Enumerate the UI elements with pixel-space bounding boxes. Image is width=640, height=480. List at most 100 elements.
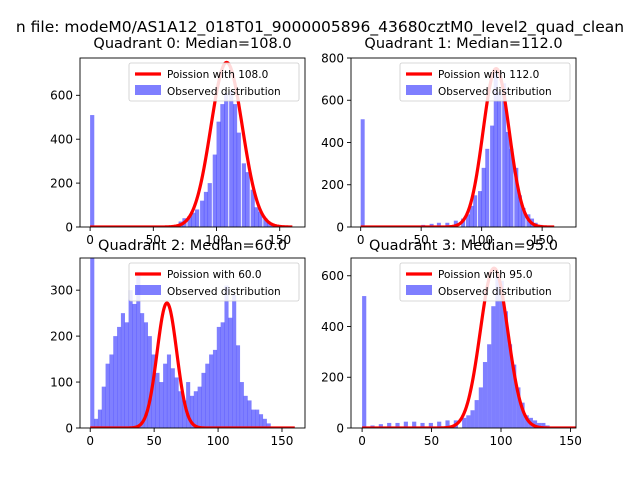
histogram-bar [251, 409, 256, 428]
histogram-bar [267, 222, 272, 227]
chart-panel-0: 0 50 100 150 0 200 400 600 Poission with 108.0 Ob… [50, 36, 306, 247]
histogram-bar [174, 377, 179, 428]
legend-line-label: Poission with 95.0 [438, 269, 533, 281]
plot-area-0 [89, 60, 294, 227]
histogram-bar [235, 345, 241, 428]
x-tick-label: 0 [358, 434, 366, 448]
legend-hist-swatch [406, 85, 432, 95]
histogram-bar [207, 183, 212, 227]
panel-title: Quadrant 1: Median=112.0 [364, 36, 562, 52]
histogram-bar [395, 422, 400, 428]
histogram-bar [182, 400, 187, 428]
histogram-bar [193, 391, 198, 428]
histogram-bar [469, 205, 474, 227]
histogram-bar [220, 104, 225, 227]
histogram-bar [478, 387, 483, 428]
histogram-bar [236, 132, 241, 227]
legend-hist-swatch [135, 285, 161, 295]
histogram-bar [532, 420, 538, 428]
histogram-bar [209, 354, 214, 428]
y-tick-label: 0 [65, 421, 73, 435]
histogram-bar [151, 354, 156, 428]
poisson-curve [359, 66, 556, 227]
histogram-bar [136, 271, 141, 428]
histogram-bar [509, 148, 514, 227]
histogram-bar [420, 422, 425, 428]
histogram-bar [258, 211, 263, 227]
histogram-bar [140, 313, 145, 428]
histogram-bar [254, 207, 259, 227]
histogram-bar [520, 402, 525, 428]
legend-line-label: Poission with 108.0 [167, 69, 268, 81]
histogram-bar [239, 382, 244, 428]
axes-frame [79, 257, 306, 429]
histogram-bar [120, 313, 125, 428]
axes-frame [350, 257, 577, 429]
histogram-bar [163, 363, 168, 428]
legend-hist-label: Observed distribution [167, 86, 281, 98]
panel-title: Quadrant 0: Median=108.0 [93, 36, 291, 52]
histogram-bar [490, 125, 495, 227]
histogram-bar [97, 409, 102, 428]
y-tick-label: 0 [336, 421, 344, 435]
histogram-bar [497, 91, 502, 227]
legend-hist-label: Observed distribution [438, 86, 552, 98]
x-tick-label: 150 [271, 434, 294, 448]
y-tick-label: 600 [321, 94, 344, 108]
chart-panel-2: 0 50 100 150 0 100 200 300 Poission with 60.0 Obs… [50, 238, 306, 448]
panel-title: Quadrant 2: Median=60.0 [98, 238, 287, 254]
histogram-bar [124, 322, 129, 428]
histogram-bar [113, 336, 118, 428]
legend-hist-label: Observed distribution [167, 286, 281, 298]
legend-box [399, 262, 571, 302]
legend: Poission with 108.0 Observed distribution [128, 62, 300, 102]
histogram-bar [521, 207, 526, 227]
histogram-bar [201, 372, 206, 428]
panel-title: Quadrant 3: Median=95.0 [369, 238, 558, 254]
histogram-bar [232, 294, 237, 428]
y-tick-label: 400 [50, 133, 73, 147]
histogram-bar [453, 220, 458, 227]
histogram-bar [436, 222, 441, 227]
histogram-bar [197, 386, 202, 428]
histogram-bar [178, 391, 183, 428]
histogram-bar [187, 216, 192, 227]
y-tick-label: 0 [65, 220, 73, 234]
legend-line-label: Poission with 60.0 [167, 269, 262, 281]
x-tick-label: 50 [147, 434, 162, 448]
histogram-bar [232, 104, 238, 227]
histogram-bar [495, 275, 500, 428]
y-tick-label: 400 [321, 136, 344, 150]
y-tick-label: 800 [321, 51, 344, 65]
x-tick-label: 0 [86, 434, 94, 448]
histogram-bar [255, 409, 260, 428]
x-tick-label: 100 [490, 434, 513, 448]
histogram-bar [186, 382, 191, 428]
histogram-bar [516, 387, 521, 428]
y-tick-label: 300 [50, 283, 73, 297]
histogram-bar [250, 189, 255, 227]
chart-panel-3: 0 50 100 150 0 200 400 600 Poission with 95.0 Obs… [321, 238, 582, 448]
legend-box [399, 62, 571, 102]
histogram-bar [491, 306, 496, 428]
y-tick-label: 200 [321, 371, 344, 385]
y-tick-label: 200 [50, 176, 73, 190]
histogram-bar [224, 285, 229, 428]
histogram-bar [512, 364, 517, 428]
histogram-bar [428, 422, 433, 428]
histogram-bar [266, 423, 271, 428]
histogram-bar [195, 209, 200, 227]
panels: 0 50 100 150 0 200 400 600 Poission with 108.0 Ob… [50, 36, 582, 448]
x-tick-label: 100 [205, 233, 228, 247]
histogram-bar [245, 172, 250, 227]
histogram-bar [360, 119, 365, 227]
histogram-bar [514, 167, 519, 227]
histogram-bar [487, 344, 492, 428]
histogram-bar [143, 322, 149, 428]
histogram-bar [493, 70, 498, 227]
figure-suptitle: n file: modeM0/AS1A12_018T01_9000005896_… [16, 18, 624, 37]
histogram-bar [170, 368, 175, 428]
histogram-bar [387, 422, 392, 428]
histogram-bar [216, 326, 221, 428]
